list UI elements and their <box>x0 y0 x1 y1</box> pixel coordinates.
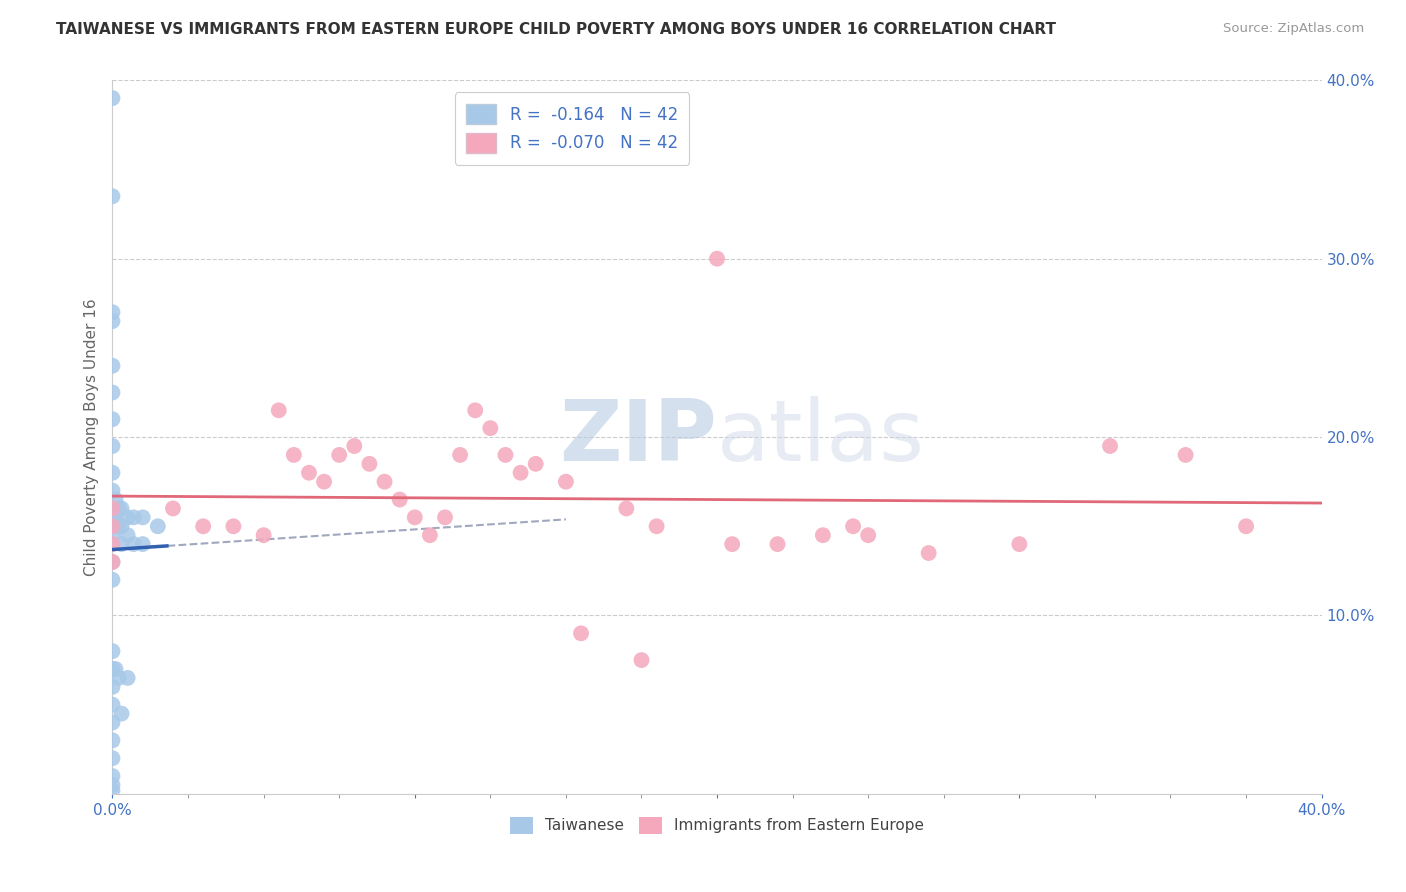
Point <box>253 528 276 542</box>
Point <box>328 448 350 462</box>
Point <box>117 528 139 542</box>
Point <box>101 439 124 453</box>
Point <box>122 537 145 551</box>
Point <box>191 519 214 533</box>
Point <box>464 403 486 417</box>
Point <box>569 626 592 640</box>
Point <box>524 457 547 471</box>
Point <box>101 412 124 426</box>
Point <box>101 555 124 569</box>
Point <box>706 252 728 266</box>
Point <box>359 457 381 471</box>
Point <box>101 483 124 498</box>
Point <box>101 510 124 524</box>
Point <box>101 680 124 694</box>
Y-axis label: Child Poverty Among Boys Under 16: Child Poverty Among Boys Under 16 <box>83 298 98 576</box>
Point <box>101 555 124 569</box>
Point <box>449 448 471 462</box>
Point <box>101 751 124 765</box>
Point <box>811 528 834 542</box>
Point <box>404 510 426 524</box>
Point <box>122 510 145 524</box>
Point <box>107 519 129 533</box>
Point <box>343 439 366 453</box>
Point <box>101 662 124 676</box>
Point <box>101 537 124 551</box>
Point <box>110 519 132 533</box>
Point <box>101 528 124 542</box>
Point <box>645 519 668 533</box>
Point <box>842 519 865 533</box>
Point <box>117 671 139 685</box>
Text: TAIWANESE VS IMMIGRANTS FROM EASTERN EUROPE CHILD POVERTY AMONG BOYS UNDER 16 CO: TAIWANESE VS IMMIGRANTS FROM EASTERN EUR… <box>56 22 1056 37</box>
Point <box>101 189 124 203</box>
Point <box>110 501 132 516</box>
Point <box>101 501 124 516</box>
Point <box>101 733 124 747</box>
Point <box>479 421 502 435</box>
Point <box>117 510 139 524</box>
Text: atlas: atlas <box>717 395 925 479</box>
Point <box>101 305 124 319</box>
Point <box>132 510 155 524</box>
Point <box>101 573 124 587</box>
Text: Source: ZipAtlas.com: Source: ZipAtlas.com <box>1223 22 1364 36</box>
Point <box>101 519 124 533</box>
Point <box>267 403 290 417</box>
Point <box>314 475 336 489</box>
Point <box>374 475 396 489</box>
Point <box>101 466 124 480</box>
Point <box>146 519 169 533</box>
Point <box>918 546 941 560</box>
Point <box>101 359 124 373</box>
Point <box>101 698 124 712</box>
Point <box>162 501 184 516</box>
Point <box>104 510 127 524</box>
Point <box>132 537 155 551</box>
Legend: Taiwanese, Immigrants from Eastern Europe: Taiwanese, Immigrants from Eastern Europ… <box>503 811 931 839</box>
Point <box>101 644 124 658</box>
Point <box>283 448 305 462</box>
Point <box>110 537 132 551</box>
Point <box>298 466 321 480</box>
Point <box>101 91 124 105</box>
Point <box>101 778 124 792</box>
Point <box>101 314 124 328</box>
Point <box>107 671 129 685</box>
Point <box>107 501 129 516</box>
Point <box>101 715 124 730</box>
Point <box>1174 448 1197 462</box>
Point <box>495 448 517 462</box>
Point <box>104 492 127 507</box>
Point <box>101 783 124 797</box>
Text: ZIP: ZIP <box>560 395 717 479</box>
Point <box>433 510 456 524</box>
Point <box>1008 537 1031 551</box>
Point <box>1234 519 1257 533</box>
Point <box>509 466 531 480</box>
Point <box>721 537 744 551</box>
Point <box>110 706 132 721</box>
Point <box>101 769 124 783</box>
Point <box>419 528 441 542</box>
Point <box>766 537 789 551</box>
Point <box>388 492 411 507</box>
Point <box>856 528 880 542</box>
Point <box>630 653 652 667</box>
Point <box>104 662 127 676</box>
Point <box>616 501 638 516</box>
Point <box>222 519 245 533</box>
Point <box>1098 439 1121 453</box>
Point <box>554 475 576 489</box>
Point <box>101 385 124 400</box>
